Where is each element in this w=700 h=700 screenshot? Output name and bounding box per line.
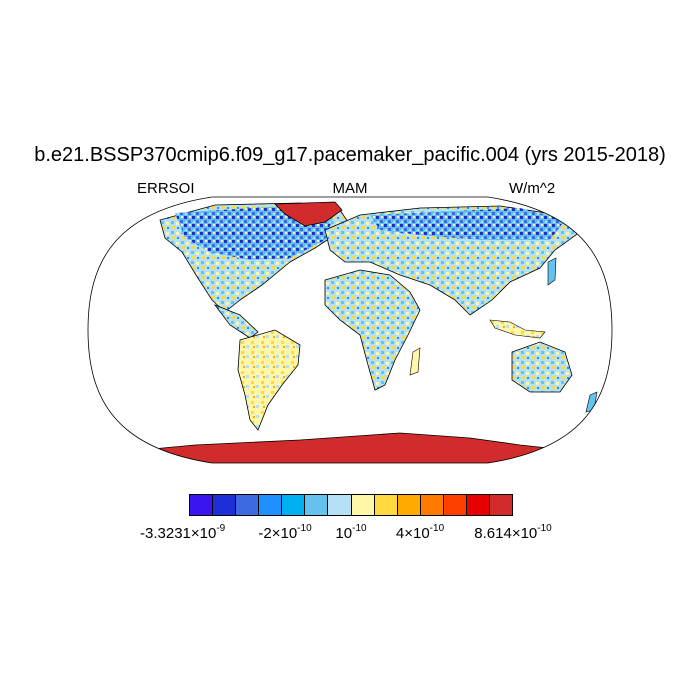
season-label: MAM: [332, 180, 368, 197]
japan-region: [547, 257, 557, 286]
siberia-region: [370, 208, 565, 240]
colorbar-box: [305, 495, 329, 515]
colorbar-box: [397, 495, 421, 515]
colorbar-box: [420, 495, 444, 515]
colorbar-box: [351, 495, 375, 515]
colorbar-box: [466, 495, 491, 515]
central-america-region: [213, 304, 259, 339]
colorbar-box: [328, 495, 352, 515]
colorbar-box: [282, 495, 306, 515]
colorbar-box: [236, 495, 260, 515]
africa-region: [324, 269, 421, 391]
units-label: W/m^2: [509, 180, 556, 197]
south-america-region: [237, 329, 301, 431]
colorbar-tick-label: 4×10-10: [395, 523, 445, 542]
map-border: [87, 196, 613, 464]
colorbar: [189, 494, 513, 516]
colorbar-box: [443, 495, 467, 515]
colorbar-tick-label: 8.614×10-10: [474, 523, 552, 542]
madagascar-region: [409, 347, 421, 376]
variable-label: ERRSOI: [137, 180, 195, 197]
colorbar-box: [190, 495, 214, 515]
colorbar-tick-label: 10-10: [335, 523, 367, 542]
colorbar-box: [259, 495, 283, 515]
colorbar-tick-label: -3.3231×10-9: [140, 523, 226, 542]
colorbar-box: [490, 495, 513, 515]
colorbar-tick-label: -2×10-10: [258, 523, 312, 542]
colorbar-box: [374, 495, 398, 515]
greenland-region: [274, 201, 343, 227]
plot-title: b.e21.BSSP370cmip6.f09_g17.pacemaker_pac…: [34, 144, 666, 166]
australia-region: [511, 341, 573, 393]
colorbar-box: [213, 495, 237, 515]
indonesia-region: [489, 319, 546, 339]
